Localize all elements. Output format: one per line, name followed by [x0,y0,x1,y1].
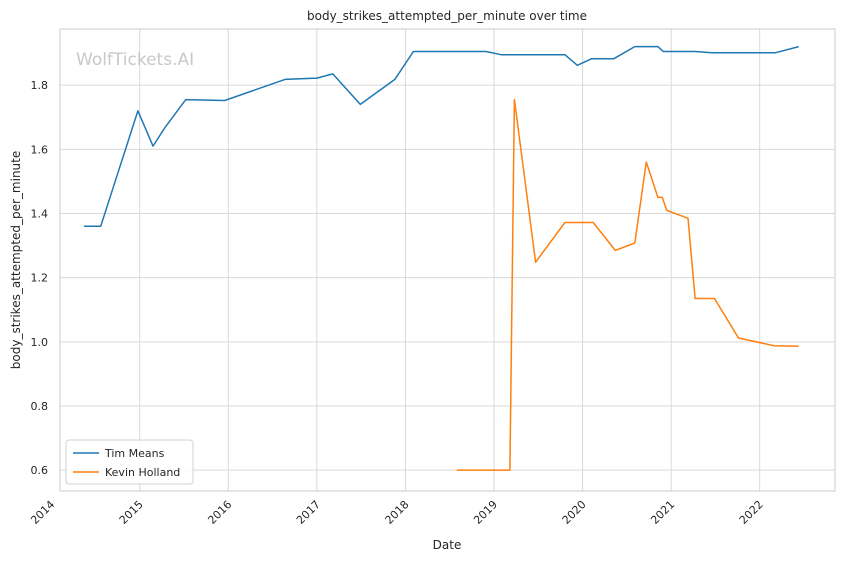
series-line-kevin-holland [456,98,799,471]
x-tick-label: 2021 [648,498,677,527]
y-tick-label: 1.8 [31,79,49,92]
x-tick-label: 2022 [737,498,766,527]
legend-frame [65,439,194,485]
grid [60,29,835,491]
watermark: WolfTickets.AI [76,50,194,70]
legend-label-tim-means: Tim Means [104,447,165,460]
y-tick-label: 1.4 [31,207,49,220]
x-tick-label: 2018 [383,498,412,527]
legend-label-kevin-holland: Kevin Holland [105,466,180,479]
chart-title: body_strikes_attempted_per_minute over t… [307,9,587,23]
y-tick-label: 0.8 [31,400,49,413]
x-tick-label: 2019 [471,498,500,527]
y-tick-label: 0.6 [31,464,49,477]
x-tick-label: 2017 [294,498,323,527]
x-tick-label: 2020 [560,498,589,527]
series-layer [83,45,799,471]
x-tick-label: 2015 [117,498,146,527]
x-axis-label: Date [433,538,462,552]
y-tick-label: 1.2 [31,272,49,285]
legend: Tim Means Kevin Holland [65,439,194,485]
series-line-tim-means [83,45,799,228]
y-tick-label: 1.0 [31,336,49,349]
plot-frame [59,28,836,492]
x-tick-label: 2014 [28,498,57,527]
x-tick-label: 2016 [205,498,234,527]
y-axis-label: body_strikes_attempted_per_minute [9,151,23,369]
x-axis-ticks: 2014 2015 2016 2017 2018 2019 2020 2021 2022 [28,498,766,527]
y-axis-ticks: 0.6 0.8 1.0 1.2 1.4 1.6 1.8 [31,79,49,477]
y-tick-label: 1.6 [31,143,49,156]
